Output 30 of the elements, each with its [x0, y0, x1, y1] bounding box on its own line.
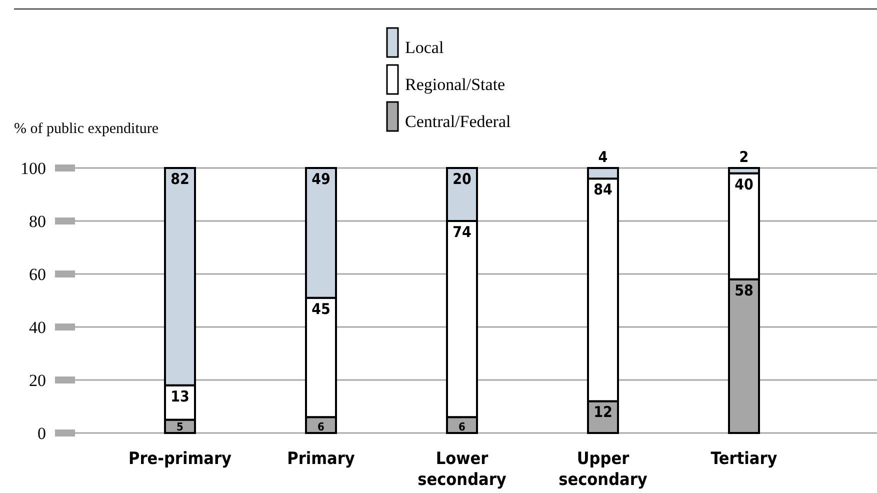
x-tick-label: Tertiary	[710, 449, 778, 469]
data-label: 5	[176, 420, 184, 434]
data-label: 82	[170, 170, 190, 188]
x-tick-label: Upper secondary	[558, 449, 648, 490]
data-label: 45	[312, 300, 330, 318]
x-tick-label: Primary	[287, 449, 355, 469]
legend-label: Regional/State	[405, 75, 506, 94]
legend-label: Local	[405, 38, 444, 57]
data-label: 40	[734, 175, 754, 194]
data-label: 12	[594, 403, 612, 422]
x-tick-label: Lower secondary	[418, 449, 506, 490]
y-axis-title: % of public expenditure	[14, 121, 159, 137]
legend-label: Central/Federal	[405, 112, 512, 131]
data-label: 6	[318, 420, 325, 434]
data-label: 4	[598, 148, 608, 166]
y-tick-label: 60	[29, 265, 46, 284]
data-label: 58	[734, 281, 754, 300]
x-tick-label: Pre-primary	[128, 449, 232, 469]
data-label: 20	[452, 170, 472, 188]
y-tick-label: 100	[20, 159, 46, 178]
data-label: 13	[170, 387, 190, 406]
data-label: 74	[452, 223, 472, 241]
y-tick-label: 40	[29, 318, 46, 337]
y-tick-label: 80	[29, 212, 46, 231]
data-label: 49	[312, 170, 330, 188]
y-tick-label: 20	[29, 371, 46, 390]
data-label: 6	[458, 420, 466, 434]
data-label: 84	[594, 180, 612, 199]
data-label: 2	[739, 148, 749, 166]
y-tick-label: 0	[38, 424, 46, 443]
